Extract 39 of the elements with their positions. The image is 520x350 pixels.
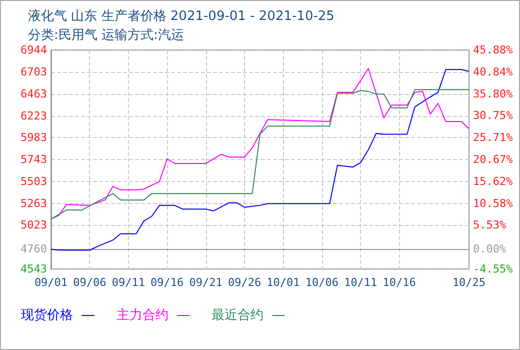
x-tick-label: 09/21 bbox=[189, 276, 222, 289]
y2-tick-label: 0.00% bbox=[473, 242, 506, 256]
y2-tick-label: 15.62% bbox=[473, 174, 514, 188]
x-tick-label: 09/16 bbox=[150, 276, 184, 289]
y2-tick-label: 45.88% bbox=[473, 44, 514, 56]
y2-tick-label: 20.67% bbox=[473, 152, 514, 166]
y-tick-label: 6223 bbox=[20, 109, 47, 122]
x-tick-label: 10/16 bbox=[382, 276, 416, 289]
x-tick-label: 10/11 bbox=[344, 276, 378, 289]
y2-tick-label: 35.80% bbox=[473, 87, 514, 100]
y-tick-label: 5263 bbox=[20, 196, 47, 210]
x-tick-label: 10/06 bbox=[305, 276, 338, 289]
y2-tick-label: 5.53% bbox=[473, 218, 506, 232]
x-tick-label: 09/06 bbox=[73, 276, 106, 289]
y-tick-label: 5983 bbox=[20, 131, 47, 144]
y-tick-label: 5743 bbox=[20, 153, 47, 166]
y-tick-label: 5023 bbox=[20, 218, 47, 232]
x-tick-label: 10/25 bbox=[452, 276, 486, 289]
chart-subtitle: 分类:民用气 运输方式:汽运 bbox=[28, 27, 184, 43]
line-series bbox=[50, 69, 470, 251]
legend-label: 现货价格 bbox=[21, 308, 73, 323]
y2-tick-label: -4.55% bbox=[473, 262, 514, 276]
x-tick-label: 09/11 bbox=[112, 276, 145, 289]
y2-tick-label: 10.58% bbox=[473, 196, 514, 210]
y-tick-label: 6944 bbox=[20, 44, 48, 56]
y-tick-label: 4543 bbox=[20, 262, 47, 276]
chart-title: 液化气 山东 生产者价格 2021-09-01 - 2021-10-25 bbox=[28, 9, 334, 24]
x-tick-label: 10/01 bbox=[266, 276, 300, 289]
legend-label: 主力合约 bbox=[116, 307, 168, 323]
y2-tick-label: 25.71% bbox=[473, 131, 514, 144]
y2-tick-label: 40.84% bbox=[473, 65, 514, 78]
y-tick-label: 5503 bbox=[20, 174, 47, 188]
y-tick-label: 6463 bbox=[20, 87, 47, 100]
y-tick-label: 4760 bbox=[20, 242, 47, 256]
y2-tick-label: 30.75% bbox=[473, 109, 514, 122]
x-tick-label: 09/26 bbox=[228, 276, 262, 289]
legend-label: 最近合约 bbox=[212, 308, 264, 323]
x-tick-label: 09/01 bbox=[34, 276, 68, 289]
y-tick-label: 6703 bbox=[20, 65, 47, 78]
